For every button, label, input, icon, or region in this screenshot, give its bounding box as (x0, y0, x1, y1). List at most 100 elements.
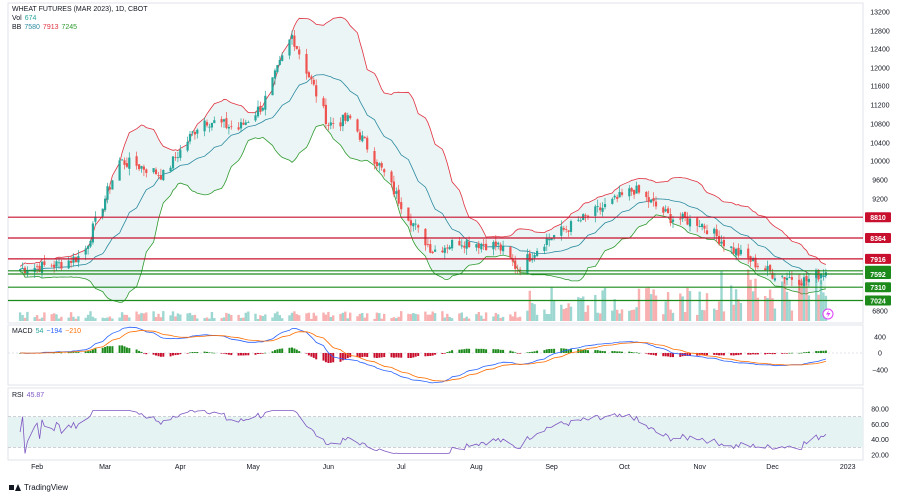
candle-body (819, 274, 823, 279)
macd-histogram-bar (123, 346, 126, 353)
month-label: Aug (470, 464, 483, 471)
level-tag-7916 (865, 253, 891, 264)
candle-body (451, 240, 454, 249)
volume-bar (450, 318, 454, 321)
volume-bar (310, 318, 313, 321)
volume-bar (739, 303, 743, 321)
macd-histogram-bar (431, 353, 434, 356)
macd-histogram-bar (361, 353, 364, 358)
volume-bar (290, 312, 294, 321)
macd-histogram-bar (261, 353, 264, 354)
price-tick: 10000 (870, 159, 890, 166)
candle-body (70, 261, 73, 263)
candle-body (344, 112, 347, 121)
volume-bar (647, 287, 650, 321)
volume-bar (40, 317, 44, 321)
macd-histogram-bar (293, 348, 296, 353)
candle-body (208, 126, 211, 128)
candle-body (33, 267, 36, 273)
macd-histogram-bar (276, 349, 279, 353)
candle-body (174, 157, 177, 158)
vol-label: Vol (12, 15, 22, 22)
macd-histogram-bar (771, 353, 774, 355)
volume-bar (273, 313, 277, 321)
macd-tick: 400 (874, 335, 886, 342)
price-pane (7, 2, 864, 324)
macd-histogram-bar (225, 353, 228, 355)
candle-body (53, 264, 56, 268)
candle-body (412, 223, 415, 227)
macd-histogram-bar (392, 353, 395, 358)
volume-bar (261, 316, 264, 321)
volume-bar (654, 295, 658, 321)
macd-histogram-bar (414, 353, 417, 357)
macd-histogram-bar (281, 348, 284, 353)
candle-body (817, 269, 820, 280)
candle-body (703, 225, 706, 229)
volume-bar (567, 303, 570, 321)
volume-bar (584, 311, 587, 321)
candle-body (630, 188, 633, 192)
candle-body (781, 275, 784, 277)
volume-bar (698, 291, 701, 321)
candle-body (477, 243, 480, 249)
volume-bar (222, 317, 226, 321)
macd-histogram-bar (162, 353, 165, 357)
volume-bar (528, 290, 531, 321)
candle-body (785, 277, 789, 281)
rsi-tick: 20.00 (871, 453, 889, 460)
macd-histogram-bar (652, 353, 655, 356)
candle-body (322, 98, 325, 107)
macd-histogram-bar (157, 353, 160, 357)
price-tick: 10800 (870, 122, 890, 129)
macd-histogram-bar (613, 351, 616, 353)
volume-bar (230, 315, 233, 321)
volume-bar (560, 304, 563, 321)
candle-body (67, 260, 70, 269)
candle-body (679, 218, 682, 220)
candle-body (594, 206, 597, 216)
volume-bar (239, 317, 243, 321)
horizontal-levels: 8810836479167662759273107024 (8, 212, 891, 306)
volume-bar (390, 318, 393, 321)
macd-histogram-bar (475, 348, 478, 353)
candle-body (701, 224, 704, 227)
candle-body (38, 265, 41, 272)
volume-bar (798, 274, 801, 321)
volume-bar (817, 294, 820, 321)
macd-histogram-bar (497, 349, 500, 353)
tradingview-footer[interactable]: TradingView (9, 483, 68, 492)
rsi-value: 45.87 (26, 392, 45, 399)
macd-histogram-bar (417, 353, 420, 356)
candle-body (373, 151, 376, 164)
volume-bar (397, 316, 400, 321)
volume-bar (458, 313, 461, 321)
volume-bar (312, 312, 315, 321)
bb-value-3: 7245 (61, 24, 78, 31)
macd-histogram-bar (223, 353, 225, 354)
candle-body (329, 122, 332, 126)
candle-body (128, 157, 131, 169)
macd-histogram-bar (111, 346, 114, 353)
volume-bar (174, 316, 177, 321)
brand-name: TradingView (24, 483, 69, 492)
bb-upper-line (19, 16, 827, 267)
volume-bar (26, 311, 29, 321)
candle-body (652, 198, 655, 202)
candle-body (441, 250, 444, 253)
candle-body (154, 169, 158, 175)
macd-value-3: −210 (65, 328, 81, 335)
macd-tick: −400 (872, 368, 888, 375)
macd-line (20, 326, 827, 384)
macd-histogram-bar (701, 353, 704, 356)
candle-body (635, 185, 638, 194)
volume-bar (43, 312, 46, 321)
macd-histogram-bar (189, 352, 191, 354)
macd-histogram-bar (754, 353, 757, 355)
volume-bar (162, 311, 165, 321)
macd-histogram-bar (176, 353, 179, 355)
macd-histogram-bar (747, 353, 750, 355)
volume-bar (475, 314, 478, 321)
macd-histogram-bar (104, 347, 107, 353)
candle-body (288, 39, 291, 56)
